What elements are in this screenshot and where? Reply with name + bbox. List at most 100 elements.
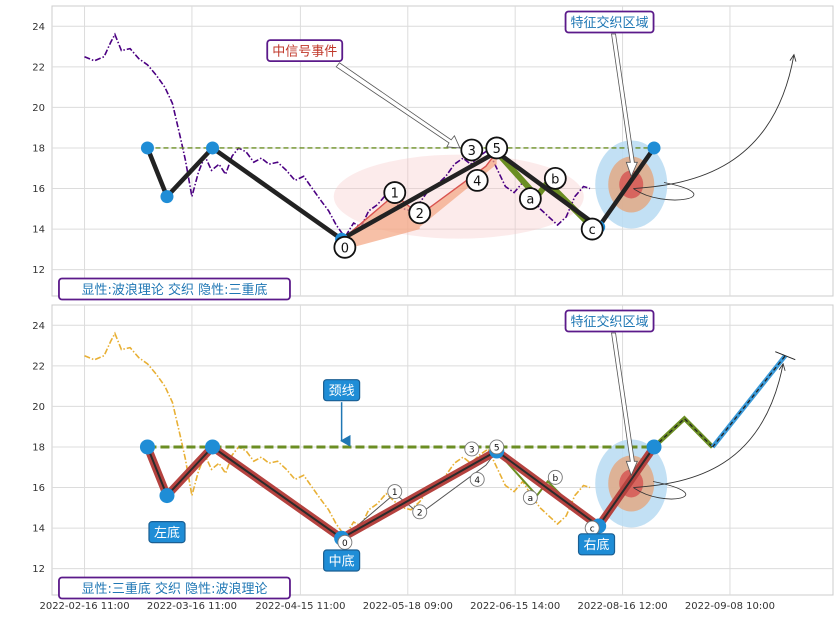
pivot-point [139, 439, 155, 455]
wave-label: 1 [391, 187, 399, 202]
x-tick-label: 2022-04-15 11:00 [255, 601, 345, 612]
x-tick-label: 2022-05-18 09:00 [363, 601, 453, 612]
info-label: 显性:波浪理论 交织 隐性:三重底 [81, 282, 267, 298]
right-bottom-label-box [577, 533, 616, 556]
right-bottom-label: 右底 [584, 537, 610, 553]
trend-arrow-curve [633, 363, 784, 488]
plot-area [51, 5, 834, 297]
wave-label: b [552, 474, 558, 484]
wave-label-marker [543, 166, 567, 190]
neck-label-box [323, 379, 361, 402]
mid-bottom-label: 中底 [329, 553, 355, 569]
y-tick-label: 22 [32, 62, 45, 73]
left-bottom-label-box [148, 521, 186, 544]
y-tick-label: 16 [32, 184, 45, 195]
wave-label-marker [580, 217, 604, 241]
wave-label: 0 [341, 241, 349, 256]
pivot-point [646, 439, 662, 455]
wave-label-marker [485, 136, 509, 160]
x-tick-label: 2022-03-16 11:00 [147, 601, 237, 612]
wave-label: 1 [392, 488, 398, 498]
wave-label: c [589, 223, 596, 238]
wave-label: c [590, 525, 595, 535]
x-tick-label: 2022-06-15 14:00 [470, 601, 560, 612]
trend-arrow-head [789, 53, 797, 62]
y-tick-label: 12 [32, 265, 45, 276]
wave-label: 5 [493, 142, 501, 157]
wave-label-marker [383, 181, 407, 204]
x-tick-label: 2022-02-16 11:00 [39, 601, 129, 612]
y-tick-label: 18 [32, 442, 45, 453]
mid-bottom-label-box [323, 549, 361, 572]
event-callout-arrow [335, 62, 461, 149]
wave-label: b [551, 172, 559, 187]
y-tick-label: 24 [32, 22, 45, 33]
wave-label-marker [547, 469, 563, 485]
wave-label-marker [469, 471, 485, 487]
wave-label-marker [412, 504, 428, 520]
zone-callout-box [564, 309, 655, 333]
projection-path [652, 415, 715, 449]
bottom-chart-panel: 12141618202224012345abc特征交织区域颈线左底中底右底显性:… [32, 304, 834, 600]
wave-label-marker [460, 138, 484, 162]
y-tick-label: 20 [32, 103, 45, 114]
event-callout-box [266, 39, 344, 63]
y-tick-label: 18 [32, 143, 45, 154]
wave-label-marker [518, 187, 542, 211]
wave-label: 2 [416, 207, 424, 222]
projection-target-dash [712, 355, 786, 448]
trend-arrow-head [778, 362, 786, 371]
wave-label-marker [387, 484, 403, 500]
zone-callout: 特征交织区域 [571, 15, 649, 31]
zone-callout-arrow [611, 33, 638, 178]
wave-label: 4 [474, 476, 480, 486]
wave-label-marker [333, 235, 357, 259]
pivot-point [140, 141, 154, 155]
x-axis: 2022-02-16 11:00 2022-03-16 11:00 2022-04-… [39, 601, 775, 612]
zone-callout-arrow [611, 332, 638, 477]
wave-label: 3 [469, 445, 475, 455]
info-label: 显性:三重底 交织 隐性:波浪理论 [81, 581, 267, 597]
price-series-line [84, 331, 591, 538]
wave-label-marker [337, 534, 353, 550]
zone-arrow-curve [633, 182, 695, 201]
target-marker [775, 351, 796, 361]
wave-label: 4 [473, 174, 481, 189]
wave-label: a [528, 494, 534, 504]
wave-label: a [526, 193, 534, 208]
y-tick-label: 14 [32, 524, 45, 535]
plot-area [51, 304, 834, 596]
wave-label-marker [464, 441, 480, 457]
y-tick-label: 20 [32, 402, 45, 413]
zone-callout: 特征交织区域 [571, 314, 649, 330]
pivot-point [159, 488, 175, 504]
x-tick-label: 2022-08-16 12:00 [578, 601, 668, 612]
y-tick-label: 16 [32, 483, 45, 494]
pivot-point [206, 141, 220, 155]
wave-label-marker [522, 490, 538, 506]
x-tick-label: 2022-09-08 10:00 [685, 601, 775, 612]
y-tick-label: 12 [32, 564, 45, 575]
wave-label: 2 [417, 508, 423, 518]
neck-label: 颈线 [329, 384, 355, 399]
event-callout: 中信号事件 [272, 45, 337, 60]
wave-label-marker [408, 201, 432, 225]
y-tick-label: 14 [32, 225, 45, 236]
left-bottom-label: 左底 [154, 525, 180, 541]
info-label-box [58, 277, 291, 301]
info-label-box [58, 576, 291, 600]
top-chart-panel: 12141618202224012345abc特征交织区域中信号事件显性:波浪理… [32, 5, 834, 301]
zone-callout-box [564, 10, 655, 34]
wave-label-marker [465, 169, 489, 192]
wave-label: 5 [494, 443, 500, 453]
wave-band [419, 152, 497, 227]
wave-label: 3 [468, 144, 476, 159]
pivot-point [160, 190, 174, 204]
wave-label: 0 [342, 539, 348, 549]
wave-label-marker [489, 439, 505, 455]
pivot-point [647, 141, 661, 155]
pivot-point [205, 439, 221, 455]
y-tick-label: 22 [32, 361, 45, 372]
zone-arrow-curve [633, 481, 687, 500]
